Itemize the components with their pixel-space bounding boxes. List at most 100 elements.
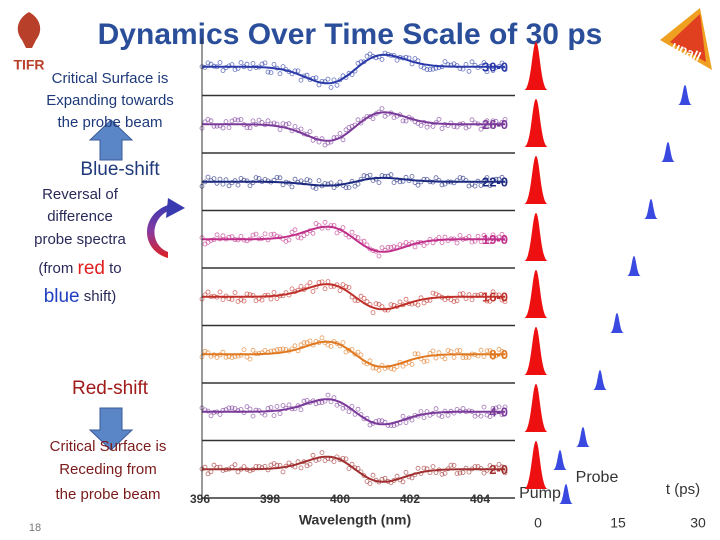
spectrum-point [385,244,391,250]
spectrum-point [232,290,238,296]
spectrum-point [442,356,448,362]
spectrum-point [379,245,385,251]
spectrum-point [301,340,307,346]
panel-label: 19-0 [482,232,508,247]
spectrum-point [319,335,325,341]
time-tick-label: 30 [690,515,706,531]
spectrum-point [499,60,505,66]
spectrum-point [457,470,463,476]
spectrum-point [418,409,424,415]
spectrum-point [421,300,427,306]
receding-note: Critical Surface is Receding from the pr… [50,438,167,503]
spectrum-point [433,406,439,412]
time-tick-label: 15 [610,515,626,531]
spectrum-point [256,117,262,123]
spectrum-point [301,398,307,404]
down-arrow [88,407,134,451]
spectrum-point [370,116,376,122]
spectrum-point [421,465,427,471]
spectrum-point [280,469,286,475]
spectrum-point [439,126,445,131]
spectrum-point [286,237,292,243]
spectrum-point [274,174,280,180]
spectrum-point [259,61,265,67]
pump-pulse [524,213,548,261]
spectrum-point [499,231,505,237]
spectrum-point [346,409,352,415]
spectrum-point [484,298,490,304]
spectrum-point [268,296,274,302]
x-tick-label: 400 [330,492,350,506]
spectrum-point [487,183,493,189]
pump-pulse [524,441,548,489]
spectrum-point [487,298,493,304]
spectrum-point [337,179,343,185]
spectrum-point [451,299,457,305]
spectrum-point [352,297,358,303]
spectrum-point [337,288,343,293]
spectrum-point [367,481,373,487]
spectrum-point [274,403,280,409]
spectrum-point [460,291,466,297]
spectrum-point [379,57,385,62]
spectrum-point [466,469,472,475]
spectrum-point [364,478,370,484]
spectrum-point [238,233,244,239]
spectrum-point [247,356,253,362]
spectrum-point [439,182,445,188]
spectrum-point [466,68,472,74]
note-line: the probe beam [57,114,162,131]
spectrum-point [439,240,445,246]
spectrum-point [502,404,508,410]
spectrum-point [340,137,346,143]
spectrum-point [277,127,283,132]
spectrum-point [292,124,298,129]
spectrum-point [445,348,451,353]
spectrum-fit [202,225,505,253]
note-line: Receding from [59,461,157,478]
pump-pulse [524,42,548,90]
spectrum-point [310,288,316,294]
spectrum-point [403,420,409,425]
pump-pulse [524,99,548,147]
spectrum-point [478,182,484,188]
spectrum-point [292,343,298,349]
spectrum-point [310,230,316,236]
panel-label: 26-0 [482,117,508,132]
svg-text:TIFR: TIFR [13,57,44,73]
spectrum-point [442,470,448,476]
panel-label: 8-0 [489,347,508,362]
spectrum-point [346,285,352,290]
spectrum-point [418,123,424,128]
spectrum-point [253,175,259,181]
spectrum-point [415,351,421,357]
spectrum-point [460,355,466,361]
spectrum-point [388,302,394,308]
note-line: Expanding towards [46,92,174,109]
spectrum-point [322,286,328,292]
spectrum-point [445,412,451,418]
spectrum-point [304,397,310,403]
spectrum-point [484,175,490,181]
spectrum-point [214,232,220,238]
spectrum-point [382,113,388,119]
spectrum-point [439,471,445,477]
spectrum-point [271,62,277,67]
spectrum-point [289,286,295,292]
spectrum-point [376,253,382,259]
spectrum-point [295,234,301,240]
spectrum-point [493,405,499,411]
spectrum-point [361,173,367,179]
time-axis-label: t (ps) [666,481,700,498]
spectrum-fit [202,283,505,311]
spectrum-point [400,479,406,485]
pump-pulse [524,327,548,375]
note-line: Critical Surface is [50,438,167,455]
probe-pulse [576,427,590,447]
spectrum-point [259,297,265,303]
spectrum-point [490,68,496,73]
up-arrow [88,119,134,161]
note-line: (from red to [38,258,121,279]
spectrum-point [439,414,445,419]
spectrum-point [481,404,487,410]
